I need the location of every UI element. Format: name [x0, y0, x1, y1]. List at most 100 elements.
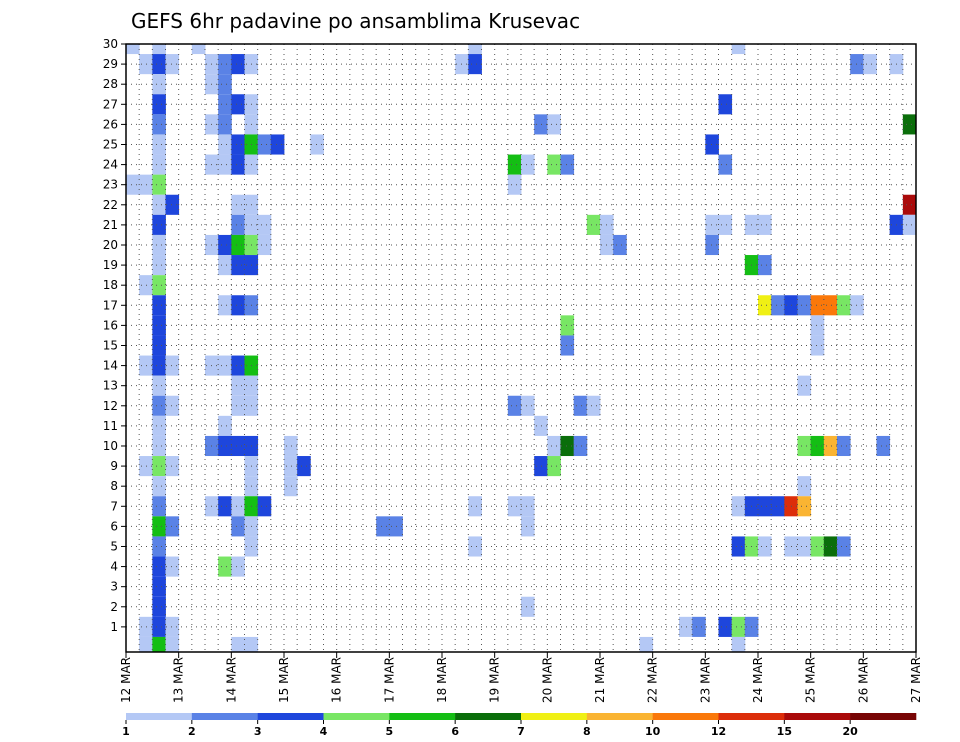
x-tick-label: 22 MAR	[646, 657, 660, 703]
heatmap-cell	[139, 636, 153, 652]
heatmap-cell	[152, 275, 166, 296]
legend-label: 6	[451, 725, 459, 738]
heatmap-cell	[218, 94, 232, 115]
y-tick-label: 29	[103, 57, 118, 71]
y-tick-label: 28	[103, 77, 118, 91]
y-tick-label: 26	[103, 117, 118, 131]
heatmap-cell	[231, 355, 245, 376]
heatmap-cell	[810, 335, 825, 356]
heatmap-cell	[310, 134, 324, 155]
heatmap-cell	[586, 395, 601, 416]
heatmap-cell	[560, 315, 575, 336]
x-tick-label: 27 MAR	[909, 657, 923, 703]
y-tick-label: 11	[103, 419, 118, 433]
heatmap-cell	[534, 456, 548, 477]
y-axis-ticks: 1234567891011121314151617181920212223242…	[103, 37, 126, 634]
heatmap-cell	[152, 556, 166, 577]
heatmap-cell	[152, 596, 166, 617]
heatmap-cell	[718, 616, 733, 637]
heatmap-cell	[152, 214, 166, 235]
y-tick-label: 3	[110, 580, 118, 594]
x-axis-ticks: 12 MAR 13 MAR 14 MAR 15 MAR 16 MAR 17 MAR 18 M…	[119, 652, 923, 703]
heatmap-cell	[231, 94, 245, 115]
heatmap-cell	[547, 456, 561, 477]
legend-label: 7	[517, 725, 525, 738]
heatmap-cell	[771, 295, 785, 316]
heatmap-cell	[165, 54, 180, 75]
heatmap-cell	[507, 174, 522, 195]
heatmap-cell	[126, 44, 140, 55]
heatmap-cell	[152, 54, 166, 75]
heatmap-cell	[731, 616, 746, 637]
heatmap-cell	[152, 476, 166, 497]
heatmap-cell	[231, 134, 245, 155]
heatmap-cell	[152, 114, 166, 135]
legend-color-swatch	[323, 713, 390, 720]
y-tick-label: 9	[110, 459, 118, 473]
heatmap-cell	[692, 616, 706, 637]
heatmap-cell	[560, 435, 575, 457]
color-legend: 1 2 3 4 5 6 7 8 10 12 15 20	[122, 713, 917, 738]
heatmap-cell	[139, 456, 153, 477]
heatmap-cell	[284, 435, 298, 457]
heatmap-cell	[152, 496, 166, 517]
heatmap-cell	[152, 255, 166, 276]
y-tick-label: 30	[103, 37, 118, 51]
heatmap-cell	[218, 134, 232, 155]
legend-label: 1	[122, 725, 130, 738]
heatmap-cell	[758, 496, 772, 517]
legend-color-swatch	[586, 713, 653, 720]
plot-frame	[125, 43, 917, 653]
heatmap-cell	[731, 496, 746, 517]
heatmap-cell	[152, 435, 166, 457]
x-tick-label: 23 MAR	[698, 657, 712, 703]
legend-color-swatch	[389, 713, 456, 720]
heatmap-cell	[758, 214, 772, 235]
heatmap-cell	[507, 496, 522, 517]
heatmap-cell	[218, 496, 232, 517]
heatmap-cell	[837, 536, 851, 557]
heatmap-cell	[837, 295, 851, 316]
heatmap-cell	[863, 54, 877, 75]
heatmap-cell	[758, 295, 772, 316]
heatmap-cell	[165, 636, 180, 652]
heatmap-cell	[152, 74, 166, 95]
heatmap-cell	[218, 435, 232, 457]
legend-color-swatch	[850, 713, 917, 720]
heatmap-cell	[152, 295, 166, 316]
legend-label: 2	[188, 725, 196, 738]
heatmap-cell	[218, 255, 232, 276]
heatmap-cell	[231, 496, 245, 517]
heatmap-cell	[231, 395, 245, 416]
heatmap-cell	[257, 496, 272, 517]
heatmap-cell	[297, 456, 311, 477]
heatmap-cell	[270, 134, 285, 155]
heatmap-cell	[231, 636, 245, 652]
y-tick-label: 12	[103, 399, 118, 413]
heatmap-cell	[231, 516, 245, 537]
heatmap-cell	[152, 456, 166, 477]
x-tick-label: 14 MAR	[224, 657, 238, 703]
legend-label: 8	[583, 725, 591, 738]
heatmap-cell	[507, 395, 522, 416]
heatmap-cell	[797, 435, 812, 457]
heatmap-cell	[902, 114, 917, 135]
heatmap-cell	[823, 435, 838, 457]
heatmap-cell	[521, 496, 535, 517]
heatmap-cell	[152, 415, 166, 436]
heatmap-cell	[165, 355, 180, 376]
heatmap-cell	[152, 375, 166, 396]
heatmap-cell	[218, 54, 232, 75]
heatmap-cell	[231, 154, 245, 175]
heatmap-cell	[547, 435, 561, 457]
heatmap-cell	[152, 395, 166, 416]
heatmap-cell	[468, 496, 482, 517]
heatmap-cell	[139, 616, 153, 637]
heatmap-cell	[152, 636, 166, 652]
y-tick-label: 1	[110, 620, 118, 634]
heatmap-cell	[231, 234, 245, 256]
x-tick-label: 17 MAR	[382, 657, 396, 703]
heatmap-cell	[810, 295, 825, 316]
y-tick-label: 2	[110, 600, 118, 614]
